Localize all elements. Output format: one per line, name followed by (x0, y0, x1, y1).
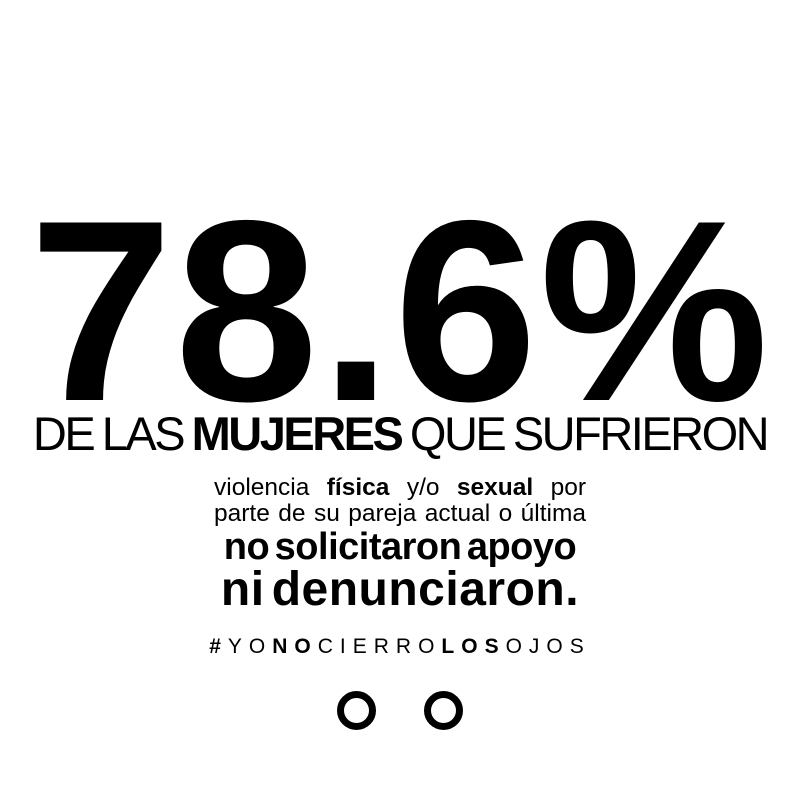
headline-pre: DE LAS (32, 407, 192, 460)
hashtag-ojos: OJOS (505, 635, 591, 658)
hashtag-los: LOS (441, 635, 506, 658)
statement-line-2: ni denunciaron. (220, 563, 580, 616)
hashtag-cierro: CIERRO (317, 635, 442, 658)
subtext-line-1: violencia física y/o sexual por (214, 475, 586, 501)
headline-emphasis: MUJERES (191, 407, 404, 460)
hashtag-yo: YO (227, 635, 273, 658)
subtext-line-2: parte de su pareja actual o última (214, 500, 586, 527)
subtext-segment: y/o (389, 474, 457, 501)
statistic-value: 78.6% (29, 166, 771, 455)
campaign-hashtag: #YONOCIERROLOSOJOS (0, 636, 800, 657)
open-eyes-logo (0, 691, 800, 730)
subtext-segment: por (533, 474, 587, 501)
statement-line-1: no solicitaron apoyo (223, 526, 577, 568)
headline: DE LAS MUJERES QUE SUFRIERON (0, 410, 800, 457)
right-eye-circle-icon (424, 691, 463, 730)
subtext-segment-fisica: física (326, 474, 390, 501)
subtext-paragraph: violencia física y/o sexual por parte de… (214, 475, 586, 527)
subtext-segment-sexual: sexual (456, 474, 534, 501)
left-eye-circle-icon (337, 691, 376, 730)
hashtag-hash: # (209, 635, 228, 658)
hashtag-no: NO (272, 635, 318, 658)
headline-post: QUE SUFRIERON (401, 407, 770, 460)
subtext-segment: violencia (214, 474, 327, 501)
